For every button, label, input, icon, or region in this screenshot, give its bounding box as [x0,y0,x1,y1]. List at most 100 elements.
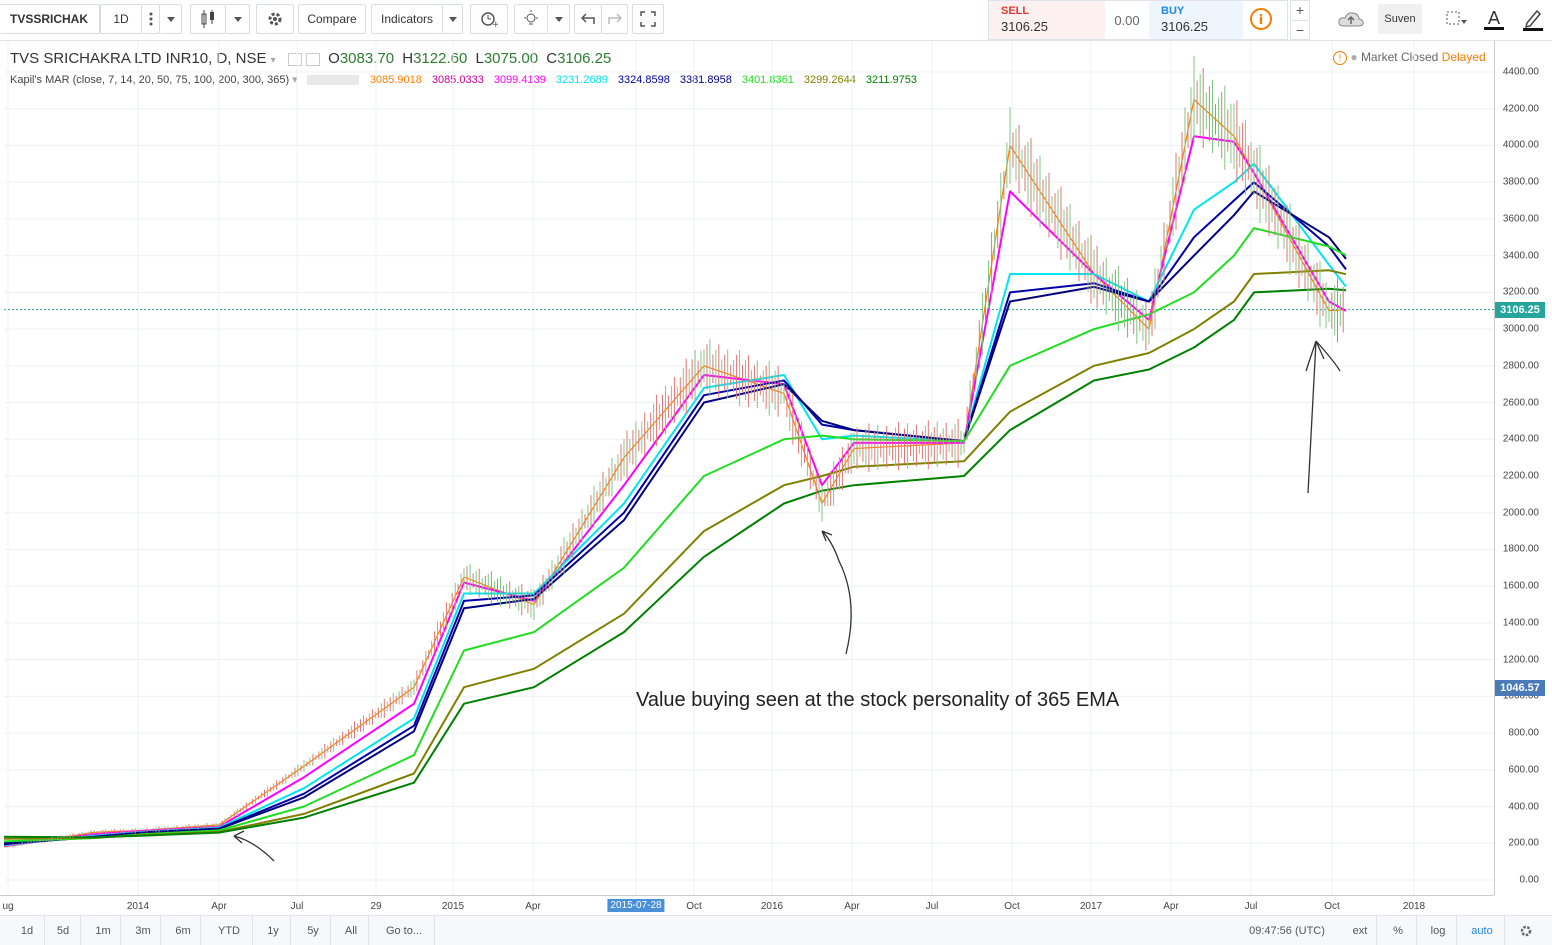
ma-value: 3324.8598 [617,74,670,86]
chart-type-dropdown-icon[interactable] [226,4,250,34]
price-axis[interactable]: 4400.00 4200.00 4000.00 3800.00 3600.00 3400.… [1494,41,1552,895]
series-line-ma-100 [4,190,1347,845]
high-value: 3122.60 [413,50,468,67]
delayed-text: Delayed [1441,50,1486,64]
chart-pane[interactable] [4,41,1494,895]
indicators-dropdown-icon[interactable] [443,4,463,34]
top-toolbar: TVSSRICHAK 1D Compare Indicators + SELL … [0,0,1552,41]
utc-time: 09:47:56 (UTC) [1249,924,1325,937]
candles-chart-type-icon[interactable] [190,4,226,34]
time-tick-label: Apr [1163,901,1179,912]
price-tick-label: 4400.00 [1502,66,1539,78]
ext-toggle[interactable]: ext [1344,916,1377,945]
range-button-all[interactable]: All [334,916,369,945]
settings-gear-icon[interactable] [256,4,294,34]
replay-bulb-icon[interactable] [514,4,548,34]
percent-toggle[interactable]: % [1380,916,1417,945]
compare-button[interactable]: Compare [298,4,366,34]
symbol-search[interactable]: TVSSRICHAK [0,4,100,34]
info-icon[interactable]: i [1249,7,1273,36]
selection-tool-icon[interactable] [1438,4,1474,34]
time-tick-label: Jul [925,901,939,912]
indicator-controls[interactable] [306,75,359,86]
goto-button[interactable]: Go to... [374,916,435,945]
price-tick-label: 3200.00 [1502,286,1539,298]
indicators-button[interactable]: Indicators [371,4,443,34]
ma-value: 3231.2689 [555,74,608,86]
series-line-price [4,98,1347,848]
price-tick-label: 200.00 [1508,837,1539,849]
chart-annotation-text: Value buying seen at the stock personali… [636,689,1120,711]
buy-button[interactable]: BUY 3106.25 [1149,1,1243,39]
time-tick-label: Jul [1244,901,1258,912]
legend-settings-icon[interactable] [306,52,320,66]
stepper-minus-icon[interactable]: − [1295,22,1305,38]
svg-text:A: A [1488,8,1501,29]
range-button-1d[interactable]: 1d [10,916,45,945]
time-tick-label: ug [2,901,14,912]
sell-label: SELL [1001,5,1030,17]
time-tick-label: Oct [1324,901,1340,912]
price-tick-label: 3600.00 [1502,213,1539,225]
range-button-1y[interactable]: 1y [256,916,291,945]
interval-dropdown-icon[interactable] [160,4,182,34]
range-button-3m[interactable]: 3m [126,916,161,945]
price-tick-label: 1400.00 [1502,617,1539,629]
sell-button[interactable]: SELL 3106.25 [989,1,1105,39]
time-tick-label: Apr [525,901,541,912]
indicator-dropdown-icon[interactable]: ▾ [292,74,298,86]
series-line-ma-300 [4,269,1347,840]
market-closed-text: Market Closed [1360,50,1439,64]
range-button-1m[interactable]: 1m [86,916,121,945]
cloud-save-icon[interactable] [1328,4,1374,34]
time-tick-label: Apr [211,901,227,912]
time-tick-label: Apr [844,901,860,912]
legend-eye-icon[interactable] [287,52,302,66]
annotation-arrow-2017 [1305,340,1341,494]
range-button-ytd[interactable]: YTD [206,916,253,945]
quantity-stepper[interactable]: + − [1290,0,1310,40]
price-tick-label: 2200.00 [1502,470,1539,482]
pencil-icon[interactable] [1516,4,1550,34]
series-line-ma-20 [4,135,1347,847]
sell-price: 3106.25 [1001,19,1048,34]
high-label: H [402,50,414,67]
ma-value: 3085.9018 [369,74,422,86]
series-line-ma-365 [4,287,1347,839]
annotation-arrow-2016 [821,530,852,655]
chart-svg[interactable] [4,41,1494,895]
price-tick-label: 2400.00 [1502,433,1539,445]
price-tick-label: 0.00 [1519,874,1539,886]
fullscreen-icon[interactable] [632,4,664,34]
alert-clock-icon[interactable]: + [470,4,508,34]
price-tick-label: 3000.00 [1502,323,1539,335]
cursor-price-tag: 1046.57 [1495,679,1545,696]
legend-dropdown-icon[interactable]: ▾ [270,55,276,66]
trade-panel: SELL 3106.25 0.00 BUY 3106.25 i [988,0,1288,40]
user-menu[interactable]: Suven [1378,4,1422,34]
buy-price: 3106.25 [1161,19,1208,34]
open-label: O [328,50,340,67]
range-button-6m[interactable]: 6m [166,916,201,945]
log-toggle[interactable]: log [1420,916,1457,945]
undo-icon[interactable] [574,4,602,34]
range-button-5y[interactable]: 5y [296,916,331,945]
time-tick-label: Oct [1004,901,1020,912]
spread-value: 0.00 [1114,12,1140,28]
close-value: 3106.25 [557,50,612,67]
replay-dropdown-icon[interactable] [548,4,570,34]
buy-label: BUY [1161,5,1185,17]
text-color-icon[interactable]: A [1478,4,1510,34]
interval-button[interactable]: 1D [100,4,142,34]
stepper-plus-icon[interactable]: + [1291,1,1309,21]
time-axis[interactable]: ug 2014 Apr Jul 29 2015 Apr 2015-07-28 Oct 2016 Ap… [0,895,1494,916]
auto-toggle[interactable]: auto [1460,916,1505,945]
price-tick-label: 1800.00 [1502,543,1539,555]
redo-icon[interactable] [602,4,628,34]
axis-settings-icon[interactable] [1508,916,1544,945]
more-menu-icon[interactable] [142,4,160,34]
ma-value: 3401.8361 [741,74,794,86]
price-tick-label: 4200.00 [1502,103,1539,115]
range-button-5d[interactable]: 5d [46,916,81,945]
price-tick-label: 2800.00 [1502,360,1539,372]
